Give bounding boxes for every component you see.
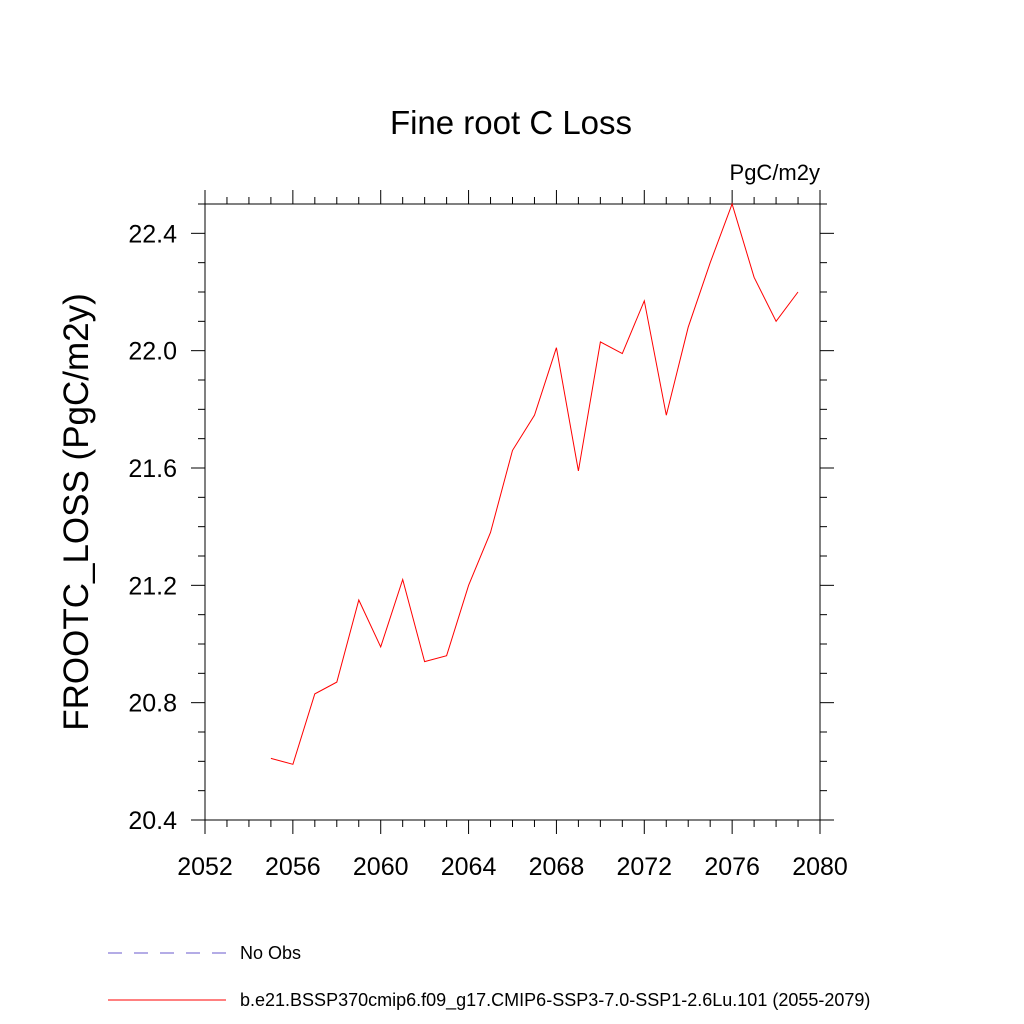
x-tick-label: 2068 [529,853,585,881]
y-tick-label: 20.8 [128,690,177,718]
y-tick-label: 22.0 [128,338,177,366]
axis-ticks [191,190,834,834]
y-tick-label: 20.4 [128,807,177,835]
series-line-1 [270,202,799,765]
x-tick-label: 2064 [441,853,497,881]
y-tick-label: 22.4 [128,220,177,248]
legend-label-run: b.e21.BSSP370cmip6.f09_g17.CMIP6-SSP3-7.… [240,990,870,1011]
x-tick-label: 2056 [265,853,321,881]
y-tick-label: 21.2 [128,572,177,600]
chart-title: Fine root C Loss [390,104,632,141]
legend: No Obs b.e21.BSSP370cmip6.f09_g17.CMIP6-… [108,943,870,1011]
x-tick-labels: 2052 2056 2060 2064 2068 2072 2076 2080 [177,853,848,881]
y-tick-labels: 20.4 20.8 21.2 21.6 22.0 22.4 [128,220,177,835]
series-lines [270,202,799,765]
x-tick-label: 2060 [353,853,409,881]
units-label: PgC/m2y [730,160,820,185]
x-tick-label: 2076 [704,853,760,881]
x-tick-label: 2072 [616,853,672,881]
legend-label-no-obs: No Obs [240,943,301,963]
x-tick-label: 2080 [792,853,848,881]
y-tick-label: 21.6 [128,455,177,483]
x-tick-label: 2052 [177,853,233,881]
y-axis-label: FROOTC_LOSS (PgC/m2y) [57,293,96,731]
plot-frame [204,203,821,821]
